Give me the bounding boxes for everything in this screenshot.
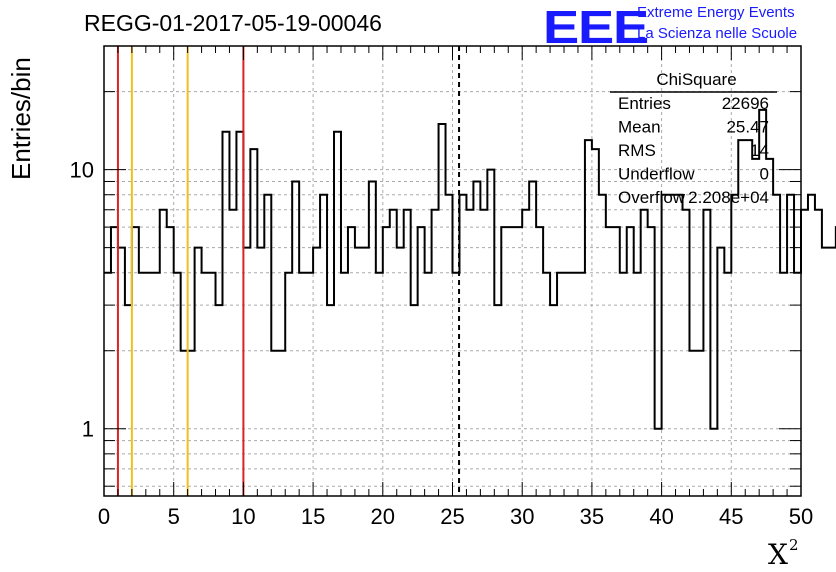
stats-row-label: Overflow	[618, 188, 686, 207]
stats-row-label: Entries	[618, 94, 671, 113]
stats-box-title: ChiSquare	[656, 70, 736, 89]
x-tick-label: 30	[510, 504, 534, 529]
x-tick-label: 35	[580, 504, 604, 529]
eee-logo: EEE	[543, 1, 649, 53]
x-tick-label: 5	[168, 504, 180, 529]
x-tick-label: 10	[231, 504, 255, 529]
chart-title: REGG-01-2017-05-19-00046	[84, 10, 382, 36]
x-tick-label: 15	[301, 504, 325, 529]
x-tick-label: 0	[98, 504, 110, 529]
histogram-line	[104, 108, 836, 430]
logo-subtitle-line1: Extreme Energy Events	[637, 4, 795, 21]
x-tick-label: 40	[649, 504, 673, 529]
stats-row-value: 2.208e+04	[688, 188, 769, 207]
stats-row-label: Underflow	[618, 165, 695, 184]
stats-row-value: 14	[750, 141, 769, 160]
stats-row-value: 25.47	[726, 118, 769, 137]
y-tick-label: 10	[70, 158, 94, 183]
stats-row-value: 0	[760, 165, 769, 184]
x-tick-label: 45	[719, 504, 743, 529]
x-axis-label-superscript: 2	[788, 536, 799, 554]
x-tick-label: 25	[440, 504, 464, 529]
x-axis-label-text: X	[768, 538, 788, 571]
logo-subtitle-line2: La Scienza nelle Scuole	[637, 25, 798, 42]
stats-row-label: RMS	[618, 141, 656, 160]
x-tick-label: 50	[789, 504, 813, 529]
x-axis-label: X2	[768, 536, 798, 571]
stats-row-label: Mean	[618, 118, 661, 137]
y-tick-label: 1	[82, 417, 94, 442]
y-axis-label: Entries/bin	[6, 57, 36, 180]
stats-row-value: 22696	[722, 94, 769, 113]
x-tick-label: 20	[371, 504, 395, 529]
